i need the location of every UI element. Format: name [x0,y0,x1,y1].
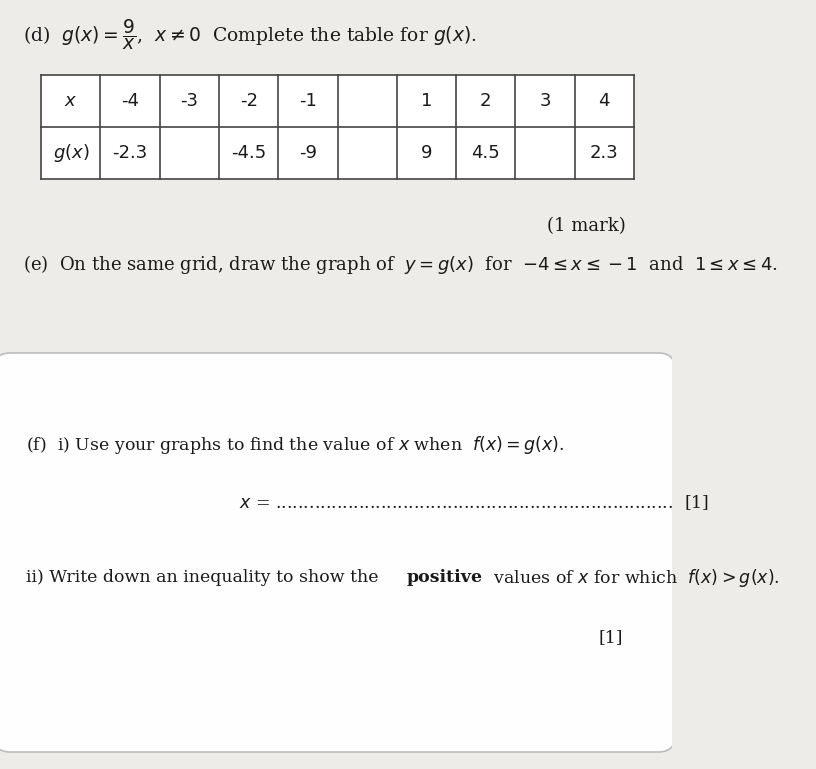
Text: $x$: $x$ [64,92,78,110]
Text: -9: -9 [299,144,317,162]
Text: 9: 9 [421,144,432,162]
Text: -2: -2 [240,92,258,110]
Bar [41,75,634,179]
Text: -4.5: -4.5 [231,144,266,162]
Text: (e)  On the same grid, draw the graph of  $y = g(x)$  for  $-4 \leq x \leq -1$  : (e) On the same grid, draw the graph of … [23,254,778,277]
Text: -2.3: -2.3 [113,144,148,162]
Text: -3: -3 [180,92,198,110]
Text: (1 mark): (1 mark) [547,217,626,235]
FancyBboxPatch shape [0,353,676,752]
Text: values of $x$ for which  $f(x) > g(x)$.: values of $x$ for which $f(x) > g(x)$. [487,567,779,589]
Text: $x$ = ........................................................................  : $x$ = ..................................… [239,494,709,512]
Text: ii) Write down an inequality to show the: ii) Write down an inequality to show the [26,570,384,587]
Text: (d)  $g(x) = \dfrac{9}{x}$,  $x \neq 0$  Complete the table for $g(x)$.: (d) $g(x) = \dfrac{9}{x}$, $x \neq 0$ Co… [23,18,477,52]
Text: 1: 1 [421,92,432,110]
Text: [1]: [1] [599,630,623,647]
Text: $g(x)$: $g(x)$ [52,142,89,164]
Text: 4.5: 4.5 [472,144,500,162]
Text: 2: 2 [480,92,491,110]
Text: (f)  i) Use your graphs to find the value of $x$ when  $f(x) = g(x)$.: (f) i) Use your graphs to find the value… [26,434,565,456]
Text: positive: positive [406,570,483,587]
Text: -1: -1 [299,92,317,110]
Text: -4: -4 [121,92,139,110]
Text: 3: 3 [539,92,551,110]
Text: 2.3: 2.3 [590,144,619,162]
Text: 4: 4 [599,92,610,110]
